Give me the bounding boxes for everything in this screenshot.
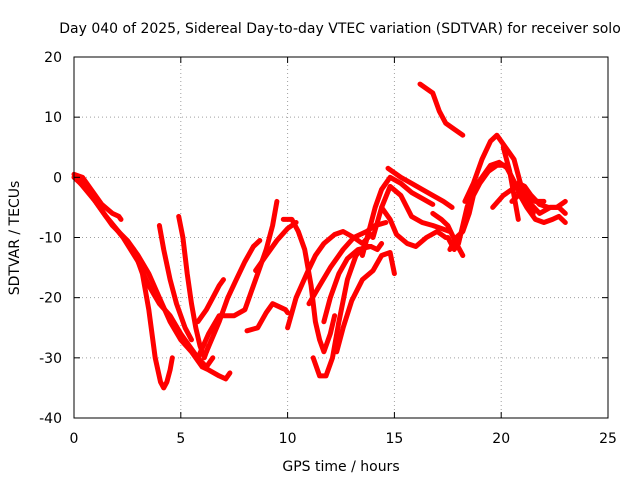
series-arc-21: [385, 165, 455, 210]
y-axis-label: SDTVAR / TECUs: [7, 181, 23, 296]
y-tick-label: -20: [39, 291, 62, 307]
x-tick-label: 25: [599, 431, 617, 447]
y-tick-label: 10: [44, 110, 62, 126]
series-arc-16: [321, 241, 385, 325]
chart-title: Day 040 of 2025, Sidereal Day-to-day VTE…: [59, 21, 621, 37]
series-arc-30: [500, 144, 521, 222]
series-arc-01: [71, 171, 124, 222]
series-arc-10: [244, 301, 291, 334]
series-arc-02: [71, 174, 175, 391]
series-arc-07: [195, 277, 226, 325]
series-arc-19: [370, 183, 453, 240]
x-tick-label: 10: [279, 431, 297, 447]
x-tick-label: 0: [70, 431, 79, 447]
y-tick-label: -30: [39, 351, 62, 367]
series-arc-18: [359, 174, 436, 258]
series-arc-20: [379, 204, 449, 249]
series-arc-12: [285, 229, 374, 331]
series-arc-22: [417, 81, 466, 138]
x-tick-label: 5: [176, 431, 185, 447]
x-tick-label: 15: [385, 431, 403, 447]
y-tick-label: 20: [44, 50, 62, 66]
y-tick-label: -10: [39, 231, 62, 247]
series-arc-13: [280, 216, 338, 355]
series-arc-05: [156, 223, 194, 343]
series-arc-29: [515, 189, 568, 225]
data-series: [71, 81, 568, 391]
x-tick-label: 20: [492, 431, 510, 447]
y-tick-label: -40: [39, 411, 62, 427]
series-arc-09: [203, 238, 263, 355]
y-tick-label: 0: [53, 170, 62, 186]
series-arc-04: [77, 180, 233, 382]
series-arc-17: [334, 250, 397, 355]
series-arc-06: [176, 213, 212, 361]
series-arc-11: [253, 220, 299, 274]
axis-ticks: 0 5 10 15 20 25 -40 -30 -20 -10 0 10 20: [39, 50, 617, 447]
series-arc-08: [195, 198, 280, 361]
x-axis-label: GPS time / hours: [282, 459, 399, 475]
